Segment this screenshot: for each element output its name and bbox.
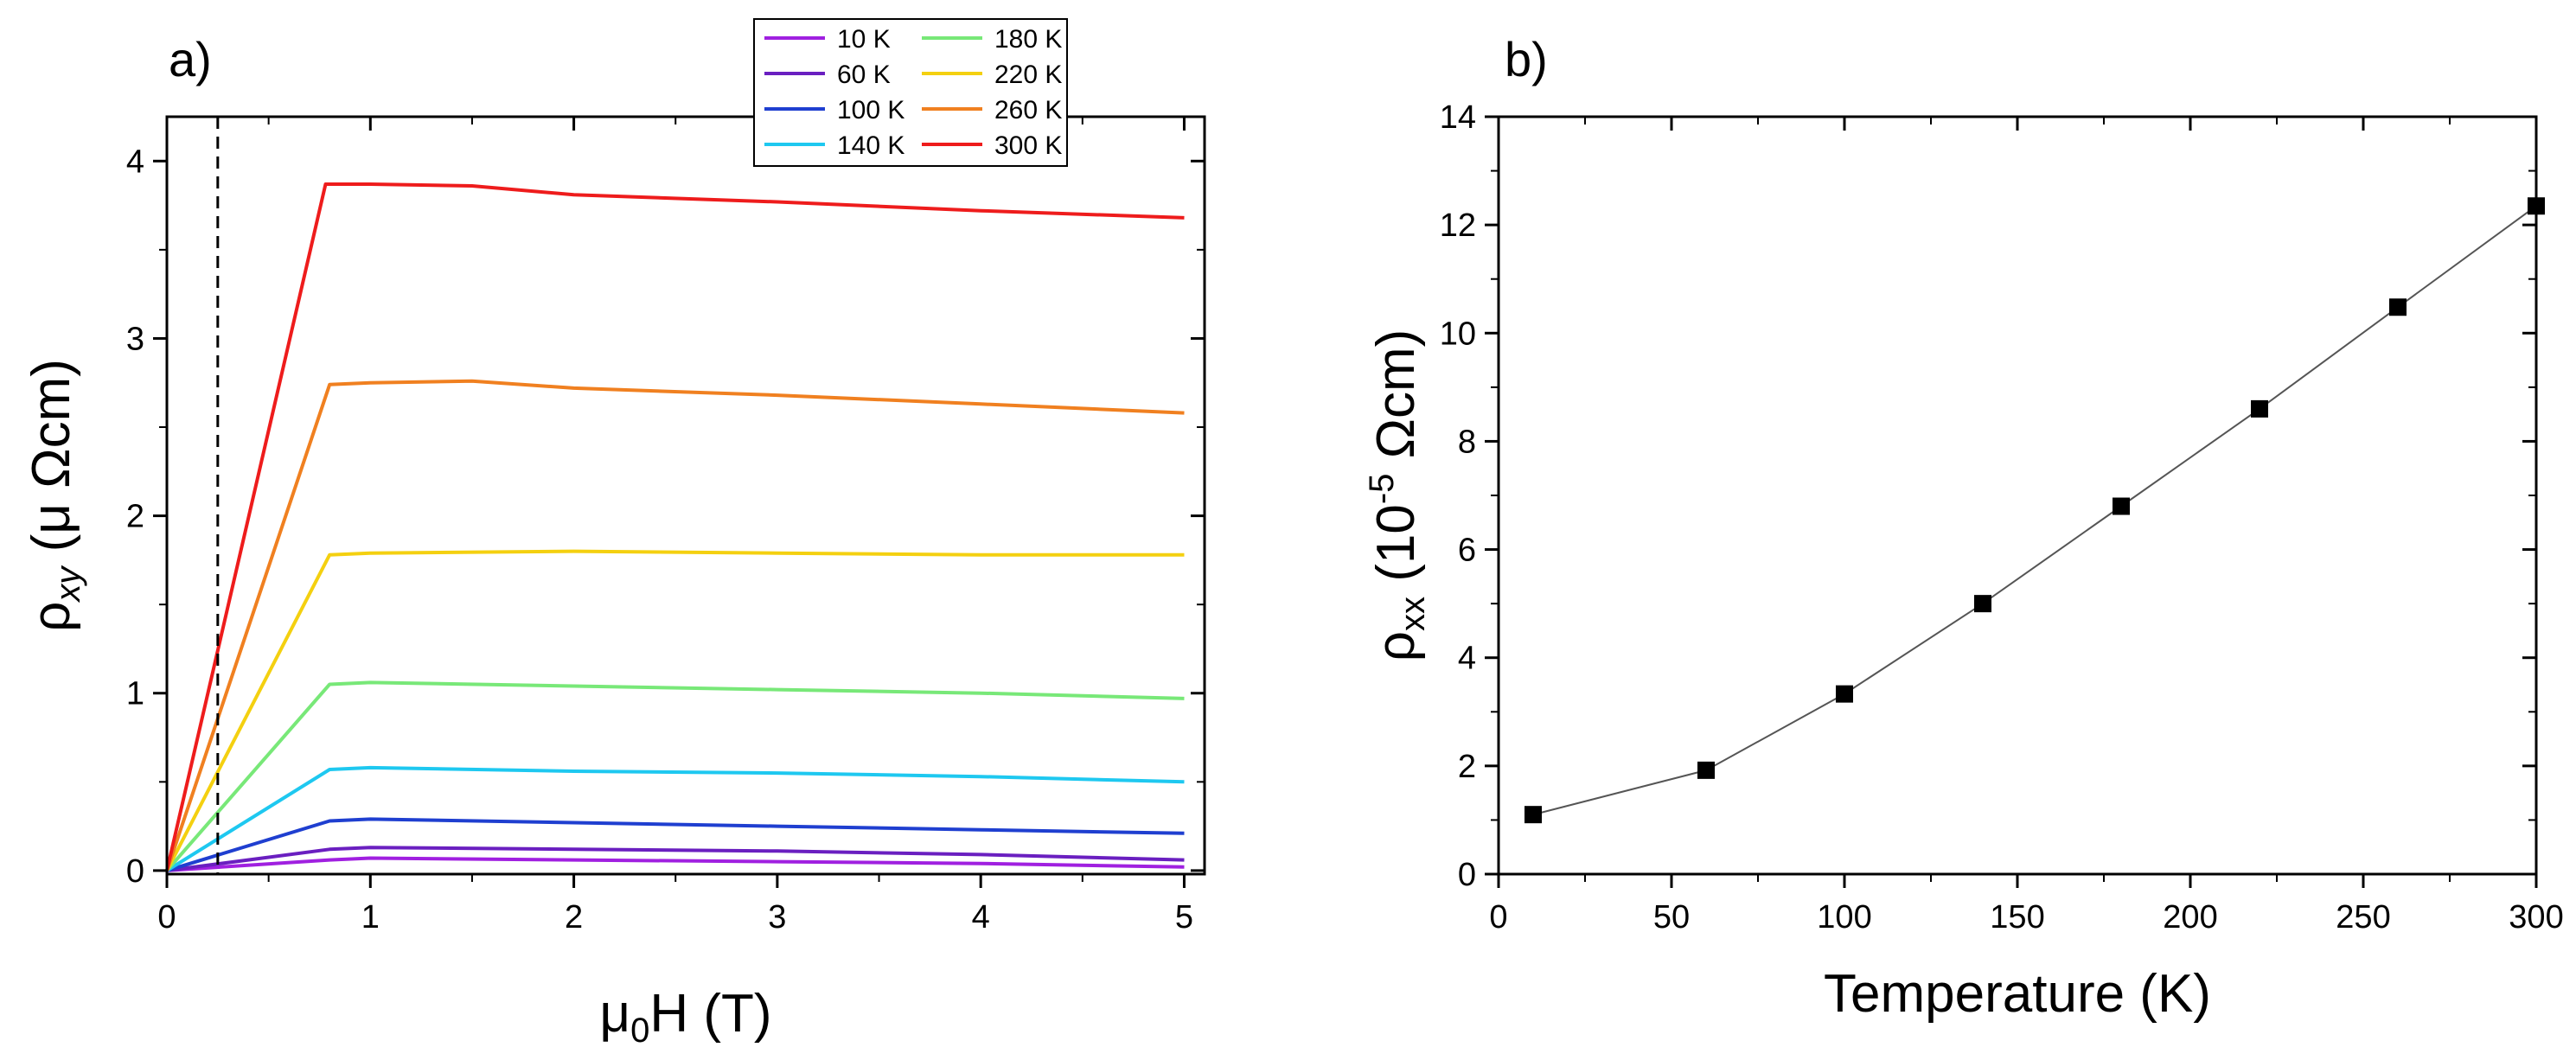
panel-b-x-axis-label: Temperature (K) bbox=[1824, 964, 2211, 1024]
x-tick-label: 100 bbox=[1817, 899, 1871, 935]
y-tick-label: 4 bbox=[126, 144, 144, 180]
y-tick-label: 3 bbox=[126, 321, 144, 357]
data-point-marker bbox=[2113, 497, 2130, 515]
series-line-260k bbox=[165, 379, 1185, 872]
panel-a-label: a) bbox=[169, 32, 212, 86]
y-tick-label: 0 bbox=[1458, 857, 1476, 893]
panel-a-legend: 10 K 60 K 100 K 140 K 180 K 220 K 260 K 300 K bbox=[753, 18, 1068, 167]
panel-b-x-ticks: 0 50 100 150 200 250 300 bbox=[1489, 117, 2564, 935]
panel-a-plot-frame bbox=[165, 115, 1206, 876]
panel-b-y-ticks: 0 2 4 6 8 10 12 14 bbox=[1440, 99, 2536, 893]
panel-b-y-axis-label: ρxx (10-5 Ωcm) bbox=[1363, 329, 1432, 662]
y-tick-label: 6 bbox=[1458, 533, 1476, 569]
legend-label: 260 K bbox=[994, 96, 1062, 125]
series-line-300k bbox=[165, 182, 1185, 872]
legend-box bbox=[753, 18, 1068, 167]
x-tick-label: 0 bbox=[157, 899, 176, 935]
panel-a-x-ticks: 0 1 2 3 4 5 bbox=[157, 117, 1193, 935]
data-point-marker bbox=[2251, 399, 2268, 418]
series-line-100k bbox=[166, 817, 1185, 872]
legend-label: 220 K bbox=[994, 61, 1062, 89]
data-point-marker bbox=[1974, 595, 1991, 613]
x-tick-label: 250 bbox=[2336, 899, 2390, 935]
y-tick-label: 12 bbox=[1440, 208, 1476, 244]
x-tick-label: 5 bbox=[1175, 899, 1193, 935]
series-line-180k bbox=[165, 680, 1185, 872]
y-tick-label: 1 bbox=[126, 676, 144, 712]
panel-a-hall-resistivity-chart: a) 0 1 2 3 4 5 0 1 2 3 4 μ0H (T) ρxy (μ Ωcm) 10 K… bbox=[22, 18, 1206, 1050]
x-tick-label: 50 bbox=[1653, 899, 1690, 935]
y-tick-label: 2 bbox=[1458, 749, 1476, 785]
y-tick-label: 14 bbox=[1440, 99, 1476, 136]
legend-label: 140 K bbox=[837, 131, 904, 160]
panel-a-y-axis-label: ρxy (μ Ωcm) bbox=[22, 359, 87, 632]
panel-a-y-ticks: 0 1 2 3 4 bbox=[126, 144, 1205, 890]
y-tick-label: 0 bbox=[126, 853, 144, 890]
x-tick-label: 150 bbox=[1990, 899, 2044, 935]
panel-b-label: b) bbox=[1505, 32, 1548, 86]
x-tick-label: 3 bbox=[768, 899, 786, 935]
y-tick-label: 8 bbox=[1458, 424, 1476, 460]
data-point-marker bbox=[1836, 685, 1853, 703]
legend-label: 100 K bbox=[837, 96, 904, 125]
panel-b-data-group bbox=[1525, 197, 2545, 824]
y-tick-label: 4 bbox=[1458, 641, 1476, 677]
y-tick-label: 2 bbox=[126, 499, 144, 535]
y-tick-label: 10 bbox=[1440, 316, 1476, 352]
series-line-10k bbox=[166, 856, 1185, 872]
x-tick-label: 1 bbox=[361, 899, 380, 935]
series-line-220k bbox=[165, 549, 1185, 872]
x-tick-label: 0 bbox=[1489, 899, 1507, 935]
series-line-140k bbox=[165, 765, 1185, 872]
x-tick-label: 2 bbox=[565, 899, 583, 935]
legend-label: 300 K bbox=[994, 131, 1062, 160]
panel-a-x-axis-label: μ0H (T) bbox=[599, 984, 771, 1050]
legend-label: 10 K bbox=[837, 25, 891, 54]
data-point-marker bbox=[1697, 761, 1715, 779]
data-point-marker bbox=[1525, 806, 1542, 824]
panel-a-series-group bbox=[165, 182, 1185, 872]
legend-label: 60 K bbox=[837, 61, 891, 89]
x-tick-label: 200 bbox=[2163, 899, 2217, 935]
connecting-line bbox=[1532, 205, 2537, 816]
panel-b-plot-frame bbox=[1497, 115, 2538, 876]
legend-label: 180 K bbox=[994, 25, 1062, 54]
x-tick-label: 4 bbox=[972, 899, 990, 935]
data-point-marker bbox=[2389, 298, 2407, 316]
series-line-60k bbox=[166, 846, 1185, 872]
x-tick-label: 300 bbox=[2509, 899, 2563, 935]
panel-b-longitudinal-resistivity-chart: b) 0 50 100 150 200 250 300 0 2 4 6 8 10 12 14 Temper… bbox=[1363, 32, 2564, 1024]
